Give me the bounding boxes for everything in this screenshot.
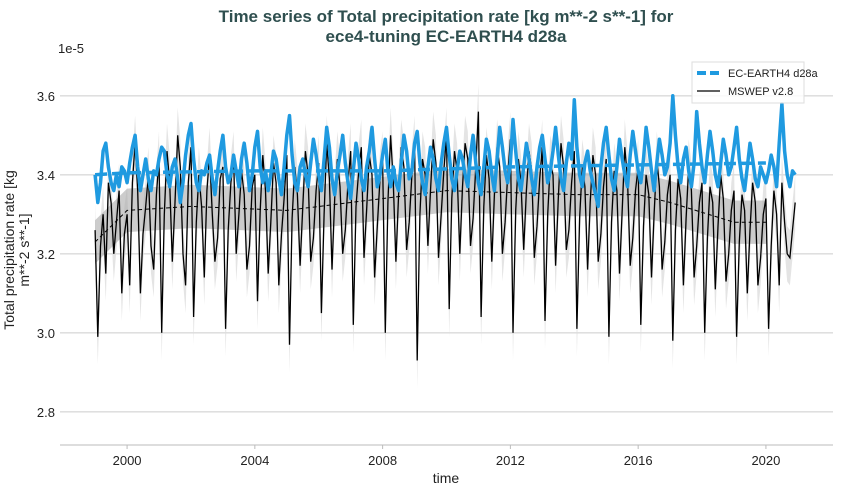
y-tick-label: 3.4 <box>37 168 55 183</box>
legend-label-obs: MSWEP v2.8 <box>728 86 793 98</box>
x-axis-label: time <box>433 470 460 486</box>
series-lines <box>93 94 797 361</box>
y-axis-label-line-1: Total precipitation rate [kg <box>1 170 17 330</box>
y-tick-label: 3.0 <box>37 326 55 341</box>
obs-series-line <box>94 111 796 361</box>
x-tick-label: 2012 <box>496 453 525 468</box>
x-tick-label: 2008 <box>368 453 397 468</box>
y-axis-label: Total precipitation rate [kg m**-2 s**-1… <box>1 170 32 330</box>
y-tick-label: 3.6 <box>37 89 55 104</box>
model-series-line <box>93 94 797 209</box>
y-axis-label-line-2: m**-2 s**-1] <box>16 213 32 286</box>
x-tick-label: 2000 <box>113 453 142 468</box>
y-ticks: 2.8 3.0 3.2 3.4 3.6 <box>37 89 55 420</box>
legend-box <box>691 61 805 104</box>
chart-title-line-2: ece4-tuning EC-EARTH4 d28a <box>326 27 567 46</box>
obs-running-mean-line <box>94 190 766 243</box>
legend: EC-EARTH4 d28a MSWEP v2.8 <box>691 61 819 104</box>
y-tick-label: 2.8 <box>37 405 55 420</box>
x-tick-label: 2020 <box>751 453 780 468</box>
x-ticks: 2000 2004 2008 2012 2016 2020 <box>113 445 780 468</box>
x-tick-label: 2004 <box>240 453 269 468</box>
chart-title-line-1: Time series of Total precipitation rate … <box>219 7 674 26</box>
legend-label-model: EC-EARTH4 d28a <box>728 68 819 80</box>
x-tick-label: 2016 <box>624 453 653 468</box>
y-tick-label: 3.2 <box>37 247 55 262</box>
y-offset-label: 1e-5 <box>58 41 84 56</box>
